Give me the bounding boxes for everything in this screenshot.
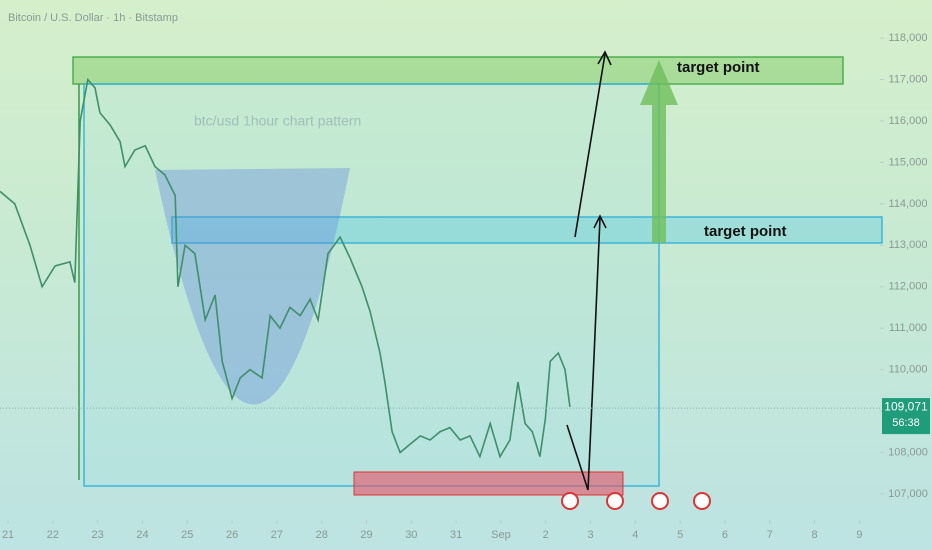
x-tick-label: 2 [543,529,549,541]
y-tick-label: 118,000 [889,32,928,44]
price-line [0,77,571,459]
chart-title: Bitcoin / U.S. Dollar · 1h · Bitstamp [8,12,178,24]
event-icon [693,492,711,510]
x-tick-label: 6 [722,529,728,541]
projection [566,50,612,491]
x-tick-label: 31 [450,529,462,541]
support-zone [353,471,624,496]
arrow-head [597,50,612,66]
x-tick-label: 26 [226,529,238,541]
x-tick-label: 30 [405,529,417,541]
x-tick-label: 4 [632,529,638,541]
y-tick-label: 117,000 [889,73,928,85]
target-label: target point [677,59,760,76]
event-icons [561,492,711,510]
arrow-head [593,214,607,229]
projection-path [574,53,606,238]
x-tick-label: 23 [92,529,104,541]
x-tick-label: 8 [812,529,818,541]
x-tick-label: 5 [677,529,683,541]
annotations [72,56,883,496]
range-box [83,83,660,487]
y-tick-label: 115,000 [889,156,928,168]
x-tick-label: 25 [181,529,193,541]
event-icon [606,492,624,510]
y-tick-label: 112,000 [889,281,928,293]
target-zone-mid [171,216,883,244]
x-tick-label: 9 [856,529,862,541]
price-tag-box [882,398,930,435]
target-arrow [640,60,678,243]
event-icon [651,492,669,510]
y-tick-label: 111,000 [889,322,927,334]
countdown: 56:38 [892,417,920,429]
x-tick-label: 29 [360,529,372,541]
plot [0,37,884,524]
cup-pattern [155,168,350,405]
y-tick-label: 116,000 [889,115,928,127]
chart-annotation: btc/usd 1hour chart pattern [194,113,361,129]
y-tick-label: 110,000 [889,363,928,375]
x-tick-label: 21 [2,529,14,541]
target-zone-top [72,56,844,85]
target-label: target point [704,223,787,240]
event-icon [561,492,579,510]
price-tag: 109,071 [884,399,928,413]
x-tick-label: Sep [491,529,511,541]
x-tick-label: 27 [271,529,283,541]
x-tick-label: 24 [136,529,148,541]
x-tick-label: 3 [587,529,593,541]
y-tick-label: 107,000 [888,488,928,500]
y-tick-label: 108,000 [888,446,928,458]
x-tick-label: 7 [767,529,773,541]
y-tick-label: 114,000 [889,198,928,210]
y-tick-label: 113,000 [889,239,928,251]
projection-path [566,217,601,491]
x-tick-label: 28 [316,529,328,541]
x-tick-label: 22 [47,529,59,541]
